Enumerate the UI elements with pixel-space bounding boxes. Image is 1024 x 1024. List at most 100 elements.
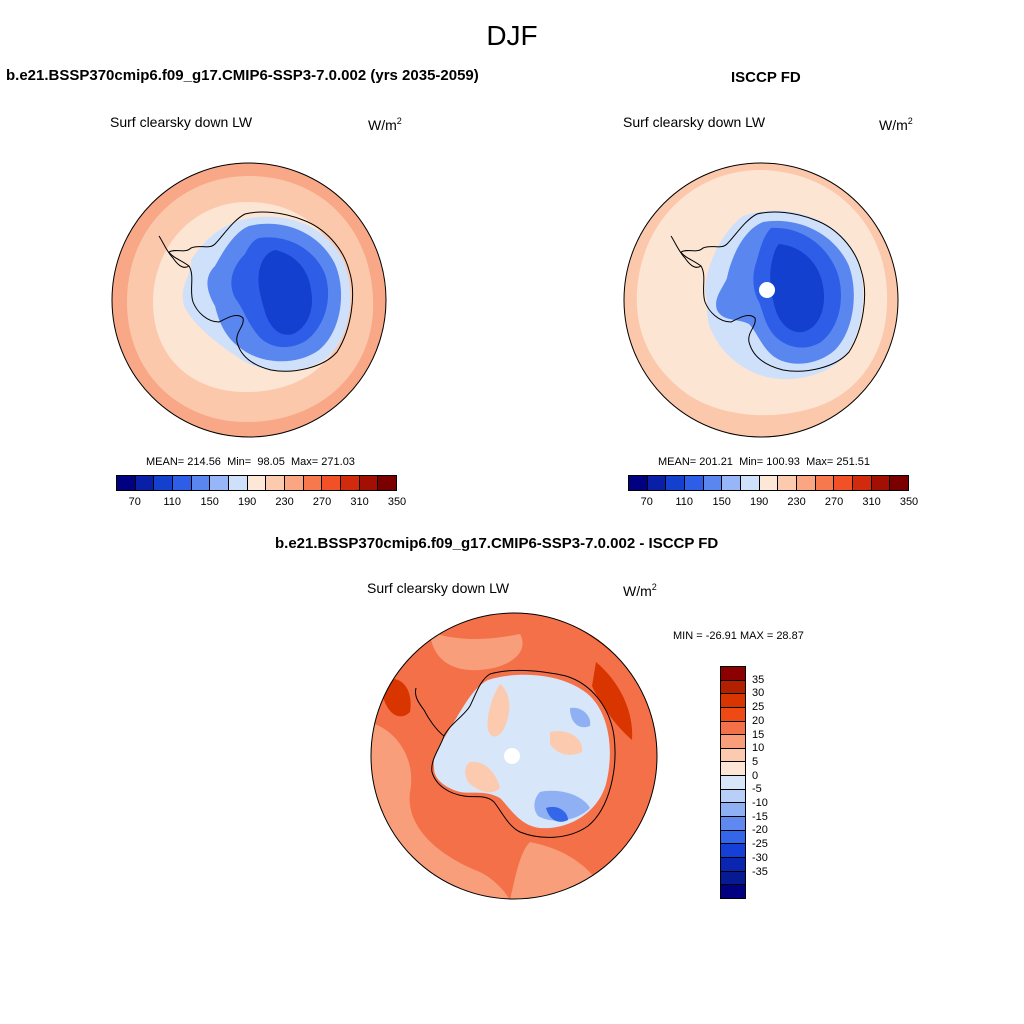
diff-peninsula-coast <box>415 687 445 737</box>
model-colorbar-box <box>154 476 174 490</box>
model-colorbar-tick-label: 270 <box>312 496 332 508</box>
diff-colorbar <box>720 666 746 899</box>
diff-colorbar-box <box>721 789 745 804</box>
model-units-label: W/m2 <box>368 116 402 133</box>
diff-land-blue <box>546 806 568 822</box>
diff-land-cool-2 <box>570 707 591 728</box>
model-colorbar-tick-label: 110 <box>163 496 181 508</box>
model-colorbar-ticks: 70 110 150 190 230 270 310 350 <box>116 496 407 510</box>
diff-colorbar-tick-label: 35 <box>752 673 765 686</box>
diff-land-warm-1 <box>487 684 510 737</box>
diff-colorbar-box <box>721 748 745 763</box>
obs-colorbar-box <box>890 476 909 490</box>
diff-colorbar-tick-label: 30 <box>752 687 765 700</box>
obs-panel-title: ISCCP FD <box>731 69 801 86</box>
model-colorbar <box>116 475 397 491</box>
diff-colorbar-tick-label: -35 <box>752 865 768 878</box>
diff-colorbar-tick-label: -15 <box>752 810 768 823</box>
obs-ice-core <box>770 244 825 333</box>
diff-map-border <box>370 612 658 900</box>
diff-colorbar-tick-label: 5 <box>752 755 759 768</box>
obs-colorbar-tick-label: 310 <box>862 496 881 508</box>
obs-colorbar-box <box>759 476 779 490</box>
obs-colorbar-box <box>797 476 816 490</box>
diff-colorbar-box <box>721 680 745 695</box>
obs-units-label: W/m2 <box>879 116 913 133</box>
obs-colorbar-box <box>741 476 760 490</box>
model-variable-label: Surf clearsky down LW <box>110 114 253 130</box>
model-colorbar-box <box>322 476 342 490</box>
diff-colorbar-tick-label: 0 <box>752 769 759 782</box>
diff-colorbar-box <box>721 694 745 708</box>
model-stats: MEAN= 214.56 Min= 98.05 Max= 271.03 <box>146 456 355 468</box>
diff-panel-title: b.e21.BSSP370cmip6.f09_g17.CMIP6-SSP3-7.… <box>275 535 719 552</box>
model-panel-title: b.e21.BSSP370cmip6.f09_g17.CMIP6-SSP3-7.… <box>6 67 479 84</box>
obs-colorbar-tick-label: 230 <box>787 496 806 508</box>
obs-map-border <box>623 162 899 438</box>
obs-colorbar-tick-label: 270 <box>824 496 844 508</box>
obs-colorbar-tick-label: 350 <box>899 496 919 508</box>
obs-colorbar-ticks: 70 110 150 190 230 270 310 350 <box>628 496 919 510</box>
obs-colorbar-box <box>703 476 723 490</box>
diff-ocean-hot-e <box>592 662 633 740</box>
diff-colorbar-ticks: 35 30 25 20 15 10 5 0 -5 -10 -15 -20 -25 -30 -35 <box>752 666 792 899</box>
model-polar-map <box>111 162 387 438</box>
obs-colorbar-box <box>647 476 667 490</box>
diff-colorbar-box <box>721 817 745 831</box>
obs-colorbar-box <box>685 476 704 490</box>
obs-colorbar-box <box>629 476 648 490</box>
model-colorbar-box <box>247 476 267 490</box>
model-colorbar-box <box>285 476 304 490</box>
diff-polar-map <box>370 612 658 900</box>
diff-colorbar-box <box>721 707 745 722</box>
diff-colorbar-tick-label: -30 <box>752 851 768 864</box>
obs-colorbar-tick-label: 150 <box>712 496 731 508</box>
obs-colorbar-box <box>666 476 686 490</box>
diff-colorbar-box <box>721 830 745 845</box>
obs-stats: MEAN= 201.21 Min= 100.93 Max= 251.51 <box>658 456 870 468</box>
diff-units-label: W/m2 <box>623 582 657 599</box>
diff-colorbar-box <box>721 844 745 858</box>
model-peninsula-coast <box>158 235 190 268</box>
model-colorbar-tick-label: 150 <box>200 496 219 508</box>
model-colorbar-box <box>117 476 136 490</box>
model-colorbar-box <box>359 476 379 490</box>
diff-colorbar-box <box>721 776 745 790</box>
diff-colorbar-tick-label: -20 <box>752 824 768 837</box>
model-colorbar-box <box>210 476 230 490</box>
obs-colorbar-tick-label: 70 <box>640 496 653 508</box>
obs-peninsula-coast <box>670 235 702 268</box>
diff-colorbar-box <box>721 803 745 818</box>
diff-land-pale <box>433 674 610 829</box>
model-colorbar-box <box>341 476 360 490</box>
diff-colorbar-tick-label: 20 <box>752 714 765 727</box>
obs-colorbar-box <box>834 476 854 490</box>
season-title: DJF <box>486 20 538 51</box>
model-map-border <box>111 162 387 438</box>
diff-variable-label: Surf clearsky down LW <box>367 580 510 596</box>
model-ice-core <box>258 250 313 335</box>
obs-colorbar-box <box>778 476 798 490</box>
obs-pole-missing <box>759 282 775 298</box>
obs-colorbar-tick-label: 190 <box>749 496 769 508</box>
model-colorbar-tick-label: 230 <box>275 496 294 508</box>
obs-coastline <box>680 211 866 372</box>
obs-colorbar-box <box>722 476 742 490</box>
model-colorbar-box <box>266 476 286 490</box>
model-colorbar-box <box>135 476 155 490</box>
obs-colorbar <box>628 475 909 491</box>
diff-land-warm-3 <box>550 731 583 755</box>
diff-minmax: MIN = -26.91 MAX = 28.87 <box>673 630 804 642</box>
diff-colorbar-tick-label: 15 <box>752 728 765 741</box>
diff-land-warm-2 <box>465 761 500 793</box>
obs-polar-map <box>623 162 899 438</box>
diff-colorbar-box <box>721 885 745 898</box>
diff-colorbar-tick-label: -25 <box>752 838 768 851</box>
diff-colorbar-box <box>721 721 745 736</box>
diff-pole-missing <box>504 748 520 764</box>
obs-colorbar-box <box>853 476 872 490</box>
diff-colorbar-tick-label: -10 <box>752 797 768 810</box>
diff-colorbar-tick-label: 10 <box>752 742 765 755</box>
model-colorbar-tick-label: 70 <box>128 496 141 508</box>
diff-colorbar-box <box>721 857 745 872</box>
